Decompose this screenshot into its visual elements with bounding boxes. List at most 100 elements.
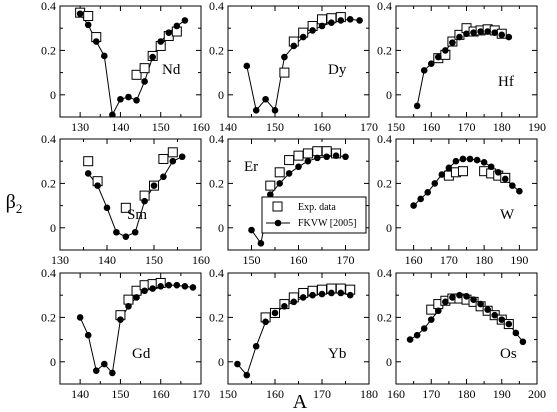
y-tick-label: 0 <box>386 221 392 235</box>
theory-point <box>133 294 140 301</box>
x-tick-label: 140 <box>111 120 129 134</box>
theory-point <box>328 19 335 26</box>
legend-marker-exp <box>272 201 283 212</box>
plot-area <box>410 155 523 209</box>
theory-point <box>449 39 456 46</box>
y-tick-label: 0 <box>218 355 224 369</box>
panel-frame <box>395 138 538 251</box>
theory-point <box>173 22 181 30</box>
panel-frame <box>227 5 370 118</box>
theory-point <box>512 329 520 337</box>
theory-point <box>178 153 186 161</box>
plot-area <box>75 7 189 117</box>
theory-point <box>267 191 274 198</box>
theory-point <box>442 47 449 54</box>
theory-point <box>101 360 108 368</box>
x-tick-label: 150 <box>111 387 129 401</box>
element-label: Sm <box>127 207 147 223</box>
x-tick-label: 200 <box>528 387 546 401</box>
theory-point <box>189 284 197 291</box>
x-tick-label: 160 <box>387 387 405 401</box>
plot-area <box>234 283 356 379</box>
theory-point <box>328 289 335 297</box>
theory-point <box>181 283 189 290</box>
y-tick-label: 0.2 <box>377 176 392 190</box>
y-tick-label: 0.4 <box>377 0 392 13</box>
y-tick-label: 0 <box>218 88 224 102</box>
y-axis-label-sub: 2 <box>16 201 23 216</box>
x-tick-label: 180 <box>475 253 493 267</box>
theory-point <box>406 336 414 343</box>
theory-point <box>281 303 288 310</box>
plot-area <box>83 147 186 240</box>
x-tick-label: 140 <box>219 120 237 134</box>
theory-point <box>445 164 453 172</box>
x-tick-label: 170 <box>313 387 331 401</box>
element-label: Dy <box>328 62 347 78</box>
theory-point <box>157 38 165 45</box>
theory-point <box>494 169 502 176</box>
theory-point <box>125 303 132 310</box>
x-tick-label: 160 <box>405 253 423 267</box>
theory-point <box>346 291 354 299</box>
element-label: Yb <box>328 346 346 362</box>
exp-point <box>131 69 142 80</box>
x-tick-label: 190 <box>510 253 528 267</box>
theory-point <box>257 240 265 247</box>
theory-point <box>470 29 477 36</box>
y-tick-label: 0.4 <box>41 266 56 280</box>
legend: Exp. data FKVW [2005] <box>261 196 367 234</box>
theory-point <box>417 195 424 203</box>
y-tick-label: 0.2 <box>377 310 392 324</box>
theory-point <box>173 281 181 289</box>
x-tick-label: 150 <box>387 120 405 134</box>
element-label: W <box>500 207 515 223</box>
exp-point <box>317 14 327 25</box>
x-tick-label: 160 <box>422 120 440 134</box>
theory-point <box>463 30 470 38</box>
theory-point <box>262 95 269 103</box>
theory-point <box>438 171 446 178</box>
theory-point <box>109 111 116 117</box>
exp-point <box>158 153 169 164</box>
theory-point <box>103 204 111 212</box>
panel-sm: 130 140 150 160 0 0.2 0.4 Sm <box>41 132 210 267</box>
theory-line <box>416 31 509 106</box>
panel-frame <box>395 272 538 385</box>
theory-point <box>169 157 177 165</box>
y-axis-label: β2 <box>6 191 23 216</box>
panel-er: 150 160 170 0 0.2 0.4 Er <box>209 132 370 267</box>
x-tick-label: 170 <box>360 120 378 134</box>
panel-w: 160 170 180 190 0 0.2 0.4 W <box>377 132 538 267</box>
theory-point <box>452 157 460 165</box>
plot-area <box>413 23 513 110</box>
x-tick-label: 150 <box>243 253 261 267</box>
theory-line <box>237 292 351 377</box>
theory-point <box>271 107 279 114</box>
panel-hf: 150 160 170 180 190 0 0.2 0.4 Hf <box>377 0 546 134</box>
exp-point <box>312 146 323 157</box>
theory-point <box>92 38 100 45</box>
y-tick-label: 0.2 <box>41 176 56 190</box>
theory-point <box>84 170 92 177</box>
theory-point <box>149 53 156 61</box>
plot-area <box>243 12 363 114</box>
plot-area <box>76 277 197 377</box>
y-tick-label: 0.4 <box>41 0 56 13</box>
element-label: Os <box>500 346 517 362</box>
theory-point <box>346 16 354 23</box>
theory-point <box>314 154 321 162</box>
x-tick-label: 130 <box>71 120 89 134</box>
theory-point <box>449 294 456 301</box>
exp-point <box>274 167 285 178</box>
y-tick-label: 0.2 <box>209 176 224 190</box>
theory-point <box>484 306 491 313</box>
theory-point <box>427 316 435 323</box>
theory-point <box>431 180 439 187</box>
theory-point <box>337 17 345 24</box>
theory-point <box>157 283 165 290</box>
theory-point <box>477 28 484 35</box>
panel-nd: 130 140 150 160 0 0.2 0.4 Nd <box>41 0 210 134</box>
theory-point <box>276 180 284 187</box>
